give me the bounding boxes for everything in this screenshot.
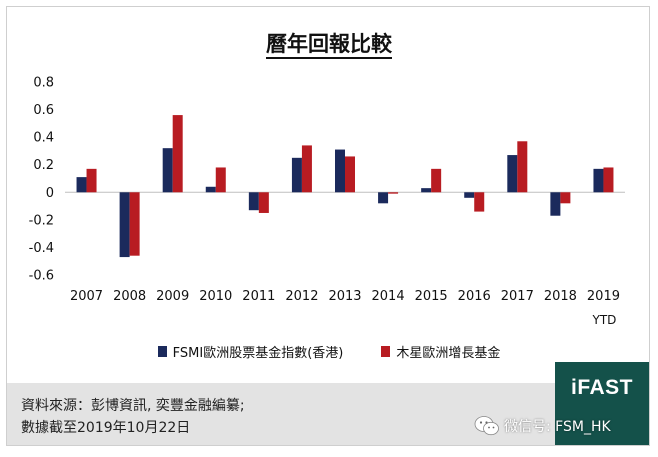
chart-title: 曆年回報比較 <box>0 28 658 59</box>
y-axis: 0.8 0.6 0.4 0.2 0 -0.2 -0.4 -0.6 <box>29 76 625 284</box>
source-text: 資料來源：彭博資訊, 奕豐金融編纂; <box>21 398 245 414</box>
chart-title-text: 曆年回報比較 <box>266 32 392 59</box>
bar-2019-series-2 <box>603 167 614 193</box>
wechat-id-text: 微信号: FSM_HK <box>504 419 611 435</box>
ifast-logo: iFAST <box>555 362 649 445</box>
x-tick-label-2019: 2019 <box>587 289 620 304</box>
x-tick-label-2007: 2007 <box>70 289 103 304</box>
y-tick-label-1: 0.6 <box>33 103 54 118</box>
legend-label-series-2: 木星歐洲增長基金 <box>396 346 501 361</box>
bar-2017-series-2 <box>517 141 528 193</box>
bar-2011-series-2 <box>258 192 269 213</box>
x-tick-label-2014: 2014 <box>372 289 405 304</box>
y-tick-label-7: -0.6 <box>29 269 54 284</box>
bars-group <box>76 115 614 258</box>
legend-item-series-1: FSMI歐洲股票基金指數(香港) <box>157 342 344 361</box>
bar-2014-series-2 <box>388 192 399 194</box>
bar-2014-series-1 <box>378 192 389 204</box>
y-tick-label-2: 0.4 <box>33 131 54 146</box>
bar-2010-series-2 <box>215 167 226 193</box>
x-tick-sublabel-2019: YTD <box>592 313 617 327</box>
bar-2009-series-2 <box>172 115 183 193</box>
x-tick-label-2015: 2015 <box>415 289 448 304</box>
y-tick-label-5: -0.2 <box>29 213 54 228</box>
bar-2010-series-1 <box>205 186 216 193</box>
source-footer: 資料來源：彭博資訊, 奕豐金融編纂; 數據截至2019年10月22日 <box>7 383 555 445</box>
legend-swatch-series-2 <box>381 346 391 357</box>
bar-2016-series-2 <box>474 192 485 212</box>
x-tick-label-2017: 2017 <box>501 289 534 304</box>
bar-2012-series-2 <box>301 145 312 193</box>
x-tick-label-2010: 2010 <box>199 289 232 304</box>
wechat-watermark: 微信号: FSM_HK <box>474 414 611 438</box>
bar-2018-series-1 <box>550 192 561 216</box>
wechat-icon <box>474 416 499 436</box>
chart-frame <box>6 6 650 446</box>
x-tick-label-2016: 2016 <box>458 289 491 304</box>
x-tick-label-2018: 2018 <box>544 289 577 304</box>
bar-2013-series-1 <box>335 149 345 193</box>
legend-label-series-1: FSMI歐洲股票基金指數(香港) <box>172 346 344 361</box>
y-tick-label-3: 0.2 <box>33 158 54 173</box>
bar-2016-series-1 <box>464 192 475 198</box>
bar-2011-series-1 <box>248 192 259 211</box>
y-tick-label-6: -0.4 <box>29 241 54 256</box>
x-tick-label-2008: 2008 <box>113 289 146 304</box>
legend-swatch-series-1 <box>157 346 167 357</box>
bar-2009-series-1 <box>162 148 173 193</box>
legend: FSMI歐洲股票基金指數(香港) 木星歐洲增長基金 <box>0 342 658 361</box>
ifast-logo-text: iFAST <box>570 376 633 399</box>
bar-2013-series-2 <box>345 156 355 193</box>
bar-2012-series-1 <box>291 157 302 193</box>
y-tick-label-0: 0.8 <box>33 76 54 91</box>
bar-2018-series-2 <box>560 192 571 204</box>
x-tick-label-2013: 2013 <box>328 289 361 304</box>
x-axis-labels: 2007 2008 2009 2010 2011 2012 2013 2014 2015 2016… <box>70 289 620 327</box>
bar-chart: 0.80.60.40.20-0.2-0.4-0.6 2007 2008 2009 20… <box>29 76 625 327</box>
bar-2017-series-1 <box>507 155 518 193</box>
bar-2007-series-2 <box>86 168 97 193</box>
bar-2007-series-1 <box>76 177 87 193</box>
bar-2019-series-1 <box>593 168 604 193</box>
x-tick-label-2012: 2012 <box>285 289 318 304</box>
bar-2008-series-1 <box>119 192 130 258</box>
x-tick-label-2011: 2011 <box>242 289 275 304</box>
bar-2015-series-1 <box>421 188 432 193</box>
y-tick-label-4: 0 <box>46 186 54 201</box>
legend-item-series-2: 木星歐洲增長基金 <box>381 342 500 361</box>
x-tick-label-2009: 2009 <box>156 289 189 304</box>
bar-2008-series-2 <box>129 192 140 256</box>
data-date-text: 數據截至2019年10月22日 <box>21 420 191 436</box>
bar-2015-series-2 <box>431 168 442 193</box>
